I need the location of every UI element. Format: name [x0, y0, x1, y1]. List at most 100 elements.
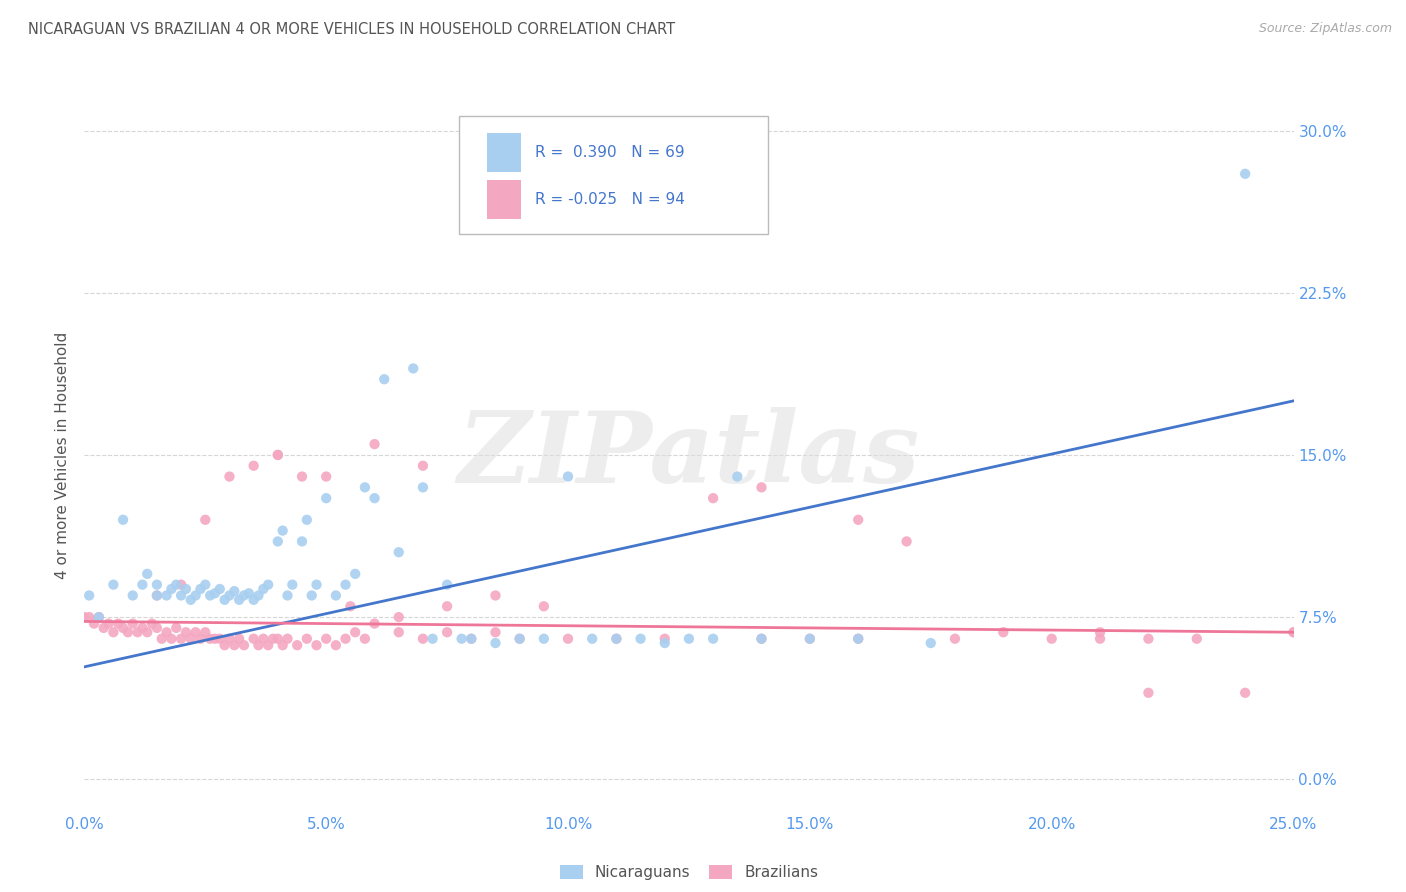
Point: [484, 636, 506, 650]
Point: [160, 582, 183, 596]
Point: [295, 513, 318, 527]
Point: [751, 632, 773, 646]
Point: [87, 610, 110, 624]
Point: [93, 621, 115, 635]
Point: [218, 632, 240, 646]
Point: [146, 621, 169, 635]
Point: [112, 513, 135, 527]
Point: [993, 625, 1015, 640]
Point: [276, 589, 298, 603]
FancyBboxPatch shape: [460, 116, 768, 234]
Point: [1088, 632, 1111, 646]
Point: [228, 592, 250, 607]
Point: [150, 632, 173, 646]
Point: [180, 632, 202, 646]
Point: [605, 632, 627, 646]
Point: [301, 589, 323, 603]
Point: [533, 632, 555, 646]
Point: [141, 616, 163, 631]
Point: [460, 632, 482, 646]
Point: [242, 592, 264, 607]
Point: [73, 610, 96, 624]
Point: [305, 638, 328, 652]
Point: [1234, 686, 1257, 700]
Point: [846, 513, 869, 527]
Point: [315, 632, 337, 646]
Point: [214, 592, 236, 607]
Point: [117, 625, 139, 640]
Point: [344, 566, 367, 581]
Point: [388, 545, 411, 559]
Point: [262, 632, 284, 646]
Point: [325, 589, 347, 603]
Text: R =  0.390   N = 69: R = 0.390 N = 69: [536, 145, 685, 161]
Point: [155, 625, 177, 640]
Point: [388, 610, 411, 624]
Point: [276, 632, 298, 646]
Point: [1040, 632, 1063, 646]
Point: [190, 582, 212, 596]
Point: [1234, 167, 1257, 181]
Point: [247, 589, 270, 603]
Point: [214, 638, 236, 652]
Point: [136, 566, 159, 581]
Text: ZIPatlas: ZIPatlas: [458, 407, 920, 503]
Point: [184, 625, 207, 640]
Point: [103, 577, 125, 591]
Point: [412, 632, 434, 646]
Text: NICARAGUAN VS BRAZILIAN 4 OR MORE VEHICLES IN HOUSEHOLD CORRELATION CHART: NICARAGUAN VS BRAZILIAN 4 OR MORE VEHICL…: [28, 22, 675, 37]
Point: [257, 577, 280, 591]
Point: [846, 632, 869, 646]
Point: [436, 599, 458, 614]
Point: [194, 513, 217, 527]
Text: Source: ZipAtlas.com: Source: ZipAtlas.com: [1258, 22, 1392, 36]
Point: [208, 582, 231, 596]
Point: [325, 638, 347, 652]
Point: [174, 582, 197, 596]
Point: [103, 625, 125, 640]
Point: [484, 589, 506, 603]
Point: [165, 621, 187, 635]
Point: [224, 584, 246, 599]
Point: [184, 589, 207, 603]
Point: [174, 625, 197, 640]
Point: [363, 437, 385, 451]
Point: [252, 582, 274, 596]
Point: [388, 625, 411, 640]
Point: [436, 577, 458, 591]
Point: [291, 534, 314, 549]
Point: [533, 599, 555, 614]
Point: [271, 524, 294, 538]
Point: [335, 577, 357, 591]
Point: [87, 610, 110, 624]
Point: [180, 592, 202, 607]
Point: [242, 458, 264, 473]
Point: [315, 491, 337, 505]
Point: [242, 632, 264, 646]
Point: [751, 480, 773, 494]
Point: [281, 577, 304, 591]
Point: [233, 589, 256, 603]
Point: [224, 638, 246, 652]
Point: [678, 632, 700, 646]
Point: [305, 577, 328, 591]
Point: [751, 632, 773, 646]
Point: [295, 632, 318, 646]
Point: [557, 469, 579, 483]
Point: [247, 638, 270, 652]
Point: [165, 577, 187, 591]
Point: [155, 589, 177, 603]
Point: [170, 589, 193, 603]
Point: [315, 469, 337, 483]
Point: [121, 616, 143, 631]
Point: [198, 632, 221, 646]
Point: [339, 599, 361, 614]
Point: [412, 458, 434, 473]
Point: [204, 586, 226, 600]
Point: [422, 632, 444, 646]
Point: [131, 577, 153, 591]
Point: [363, 616, 385, 631]
Point: [146, 589, 169, 603]
Point: [267, 534, 290, 549]
Point: [344, 625, 367, 640]
